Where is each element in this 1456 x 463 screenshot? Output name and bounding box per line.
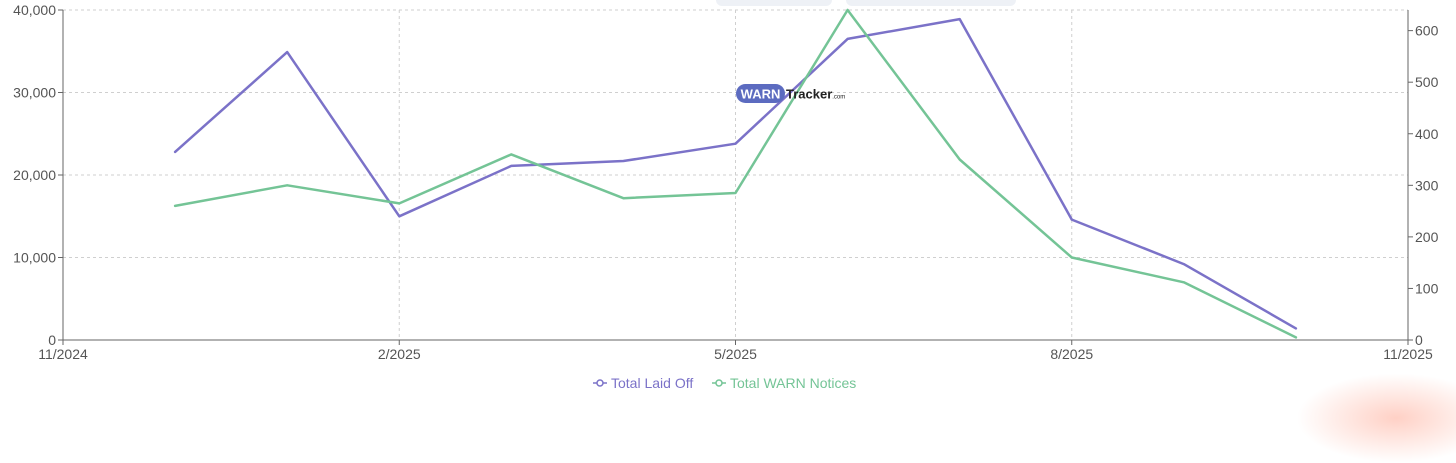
svg-text:Tracker.com: Tracker.com (786, 87, 845, 102)
right-axis-tick-label: 0 (1415, 332, 1423, 348)
series-lines (173, 8, 1298, 339)
left-axis-tick-label: 20,000 (13, 167, 56, 183)
watermark-badge (736, 84, 785, 103)
line-chart: 0 10,000 20,000 30,000 40,000 0 100 200 300 400 50… (13, 2, 1438, 391)
right-axis-tick-label: 100 (1415, 280, 1439, 296)
left-axis-tick-label: 10,000 (13, 250, 56, 266)
grid-lines (63, 9, 1408, 340)
x-axis-tick-label: 2/2025 (378, 346, 421, 362)
left-axis-tick-label: 30,000 (13, 85, 56, 101)
tick-labels: 0 10,000 20,000 30,000 40,000 0 100 200 300 400 50… (13, 2, 1438, 362)
tab-stub-right[interactable] (846, 0, 1016, 6)
watermark-brand-right: Tracker (786, 87, 832, 102)
right-axis-tick-label: 300 (1415, 177, 1439, 193)
legend-marker-circle (596, 379, 604, 387)
x-axis-tick-label: 8/2025 (1050, 346, 1093, 362)
left-axis-tick-label: 0 (48, 332, 56, 348)
x-axis-tick-label: 11/2024 (38, 346, 88, 362)
right-axis-tick-label: 500 (1415, 74, 1439, 90)
watermark-brand-suffix: .com (832, 95, 845, 101)
legend-label-total-warn-notices: Total WARN Notices (730, 375, 856, 391)
right-axis-tick-label: 200 (1415, 229, 1439, 245)
legend-item-total-warn-notices[interactable]: Total WARN Notices (712, 375, 856, 391)
right-axis-tick-label: 600 (1415, 23, 1439, 39)
right-axis-tick-label: 400 (1415, 126, 1439, 142)
tab-stub-left[interactable] (716, 0, 832, 6)
legend-label-total-laid-off: Total Laid Off (611, 375, 693, 391)
watermark-logo: WARN Tracker.com (736, 84, 845, 103)
left-axis-tick-label: 40,000 (13, 2, 56, 18)
series-line-total-laid-off[interactable] (173, 17, 1298, 330)
x-axis-tick-label: 11/2025 (1383, 346, 1433, 362)
watermark-brand-left: WARN (741, 87, 781, 102)
x-axis-tick-label: 5/2025 (714, 346, 757, 362)
legend-marker-circle (715, 379, 723, 387)
series-line-total-warn-notices[interactable] (173, 8, 1298, 339)
legend-item-total-laid-off[interactable]: Total Laid Off (593, 375, 693, 391)
legend: Total Laid Off Total WARN Notices (593, 375, 856, 391)
